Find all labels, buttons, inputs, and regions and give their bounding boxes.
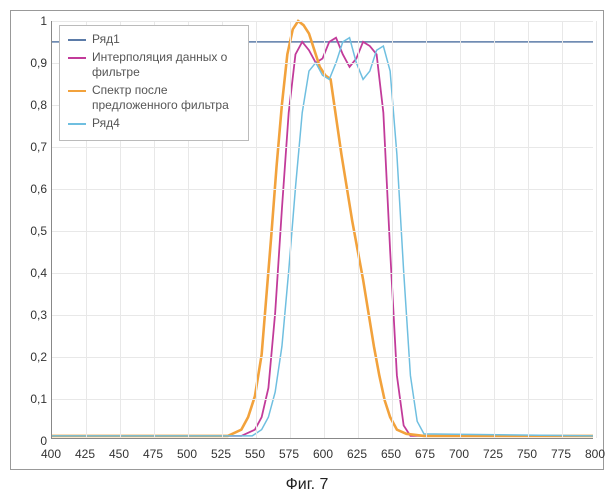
gridline-v bbox=[562, 21, 563, 438]
ytick-label: 0,9 bbox=[11, 56, 47, 70]
gridline-h bbox=[52, 21, 593, 22]
ytick-label: 0 bbox=[11, 434, 47, 448]
legend-swatch bbox=[68, 57, 86, 59]
ytick-label: 0,8 bbox=[11, 98, 47, 112]
xtick-label: 525 bbox=[211, 447, 231, 461]
xtick-label: 800 bbox=[585, 447, 605, 461]
legend-swatch bbox=[68, 123, 86, 125]
xtick-label: 475 bbox=[143, 447, 163, 461]
xtick-label: 500 bbox=[177, 447, 197, 461]
gridline-v bbox=[256, 21, 257, 438]
legend-item: Ряд4 bbox=[68, 116, 240, 132]
xtick-label: 575 bbox=[279, 447, 299, 461]
gridline-h bbox=[52, 315, 593, 316]
legend-label: Спектр после предложенного фильтра bbox=[92, 83, 240, 114]
xtick-label: 450 bbox=[109, 447, 129, 461]
figure-caption: Фиг. 7 bbox=[10, 476, 604, 494]
xtick-label: 550 bbox=[245, 447, 265, 461]
gridline-v bbox=[426, 21, 427, 438]
gridline-h bbox=[52, 231, 593, 232]
xtick-label: 725 bbox=[483, 447, 503, 461]
gridline-h bbox=[52, 147, 593, 148]
gridline-h bbox=[52, 273, 593, 274]
gridline-v bbox=[392, 21, 393, 438]
gridline-v bbox=[358, 21, 359, 438]
xtick-label: 700 bbox=[449, 447, 469, 461]
legend-item: Спектр после предложенного фильтра bbox=[68, 83, 240, 114]
gridline-h bbox=[52, 399, 593, 400]
xtick-label: 750 bbox=[517, 447, 537, 461]
legend-item: Ряд1 bbox=[68, 32, 240, 48]
xtick-label: 625 bbox=[347, 447, 367, 461]
legend-label: Ряд1 bbox=[92, 32, 120, 48]
ytick-label: 0,1 bbox=[11, 392, 47, 406]
gridline-v bbox=[596, 21, 597, 438]
legend: Ряд1 Интерполяция данных о фильтреСпектр … bbox=[59, 25, 249, 141]
xtick-label: 650 bbox=[381, 447, 401, 461]
xtick-label: 775 bbox=[551, 447, 571, 461]
gridline-h bbox=[52, 357, 593, 358]
gridline-v bbox=[460, 21, 461, 438]
gridline-v bbox=[528, 21, 529, 438]
gridline-v bbox=[290, 21, 291, 438]
legend-swatch bbox=[68, 90, 86, 92]
ytick-label: 0,2 bbox=[11, 350, 47, 364]
ytick-label: 0,7 bbox=[11, 140, 47, 154]
legend-label: Интерполяция данных о фильтре bbox=[92, 50, 240, 81]
xtick-label: 675 bbox=[415, 447, 435, 461]
xtick-label: 400 bbox=[41, 447, 61, 461]
gridline-h bbox=[52, 189, 593, 190]
ytick-label: 0,4 bbox=[11, 266, 47, 280]
ytick-label: 0,6 bbox=[11, 182, 47, 196]
gridline-v bbox=[324, 21, 325, 438]
legend-swatch bbox=[68, 39, 86, 41]
ytick-label: 0,3 bbox=[11, 308, 47, 322]
xtick-label: 425 bbox=[75, 447, 95, 461]
ytick-label: 1 bbox=[11, 14, 47, 28]
ytick-label: 0,5 bbox=[11, 224, 47, 238]
xtick-label: 600 bbox=[313, 447, 333, 461]
legend-item: Интерполяция данных о фильтре bbox=[68, 50, 240, 81]
gridline-v bbox=[494, 21, 495, 438]
legend-label: Ряд4 bbox=[92, 116, 120, 132]
chart-container: Ряд1 Интерполяция данных о фильтреСпектр … bbox=[10, 10, 604, 470]
